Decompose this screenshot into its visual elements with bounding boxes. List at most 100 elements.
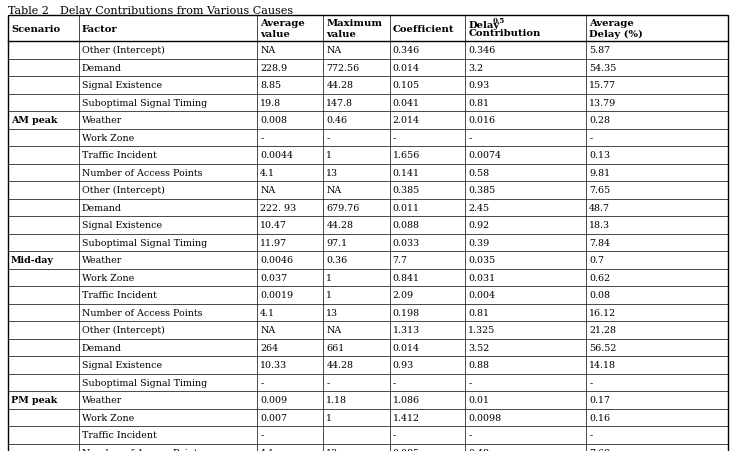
Text: 0.041: 0.041 xyxy=(392,98,420,107)
Text: 1: 1 xyxy=(326,273,333,282)
Text: Other (Intercept): Other (Intercept) xyxy=(82,186,164,195)
Text: 0.7: 0.7 xyxy=(589,256,604,265)
Text: NA: NA xyxy=(260,186,275,195)
Text: Work Zone: Work Zone xyxy=(82,273,134,282)
Text: 0.346: 0.346 xyxy=(468,46,495,55)
Text: 0.014: 0.014 xyxy=(392,343,420,352)
Text: 0.385: 0.385 xyxy=(392,186,420,195)
Text: 2.014: 2.014 xyxy=(392,116,420,125)
Text: -: - xyxy=(260,133,263,143)
Text: Traffic Incident: Traffic Incident xyxy=(82,430,156,439)
Text: Weather: Weather xyxy=(82,396,122,405)
Text: Traffic Incident: Traffic Incident xyxy=(82,290,156,299)
Text: 7.7: 7.7 xyxy=(392,256,408,265)
Text: 0.004: 0.004 xyxy=(468,290,495,299)
Text: Traffic Incident: Traffic Incident xyxy=(82,151,156,160)
Text: -: - xyxy=(260,430,263,439)
Text: 0.28: 0.28 xyxy=(589,116,610,125)
Text: -: - xyxy=(589,378,592,387)
Text: Number of Access Points: Number of Access Points xyxy=(82,448,202,451)
Text: Signal Existence: Signal Existence xyxy=(82,81,162,90)
Text: 3.2: 3.2 xyxy=(468,64,484,73)
Text: 13.79: 13.79 xyxy=(589,98,617,107)
Text: Maximum
value: Maximum value xyxy=(326,19,383,39)
Text: -: - xyxy=(468,430,472,439)
Text: 13: 13 xyxy=(326,308,339,317)
Text: Suboptimal Signal Timing: Suboptimal Signal Timing xyxy=(82,98,207,107)
Text: 1.325: 1.325 xyxy=(468,326,495,335)
Text: 0.0019: 0.0019 xyxy=(260,290,293,299)
Text: Weather: Weather xyxy=(82,256,122,265)
Text: 2.09: 2.09 xyxy=(392,290,414,299)
Text: -: - xyxy=(589,430,592,439)
Text: Coefficient: Coefficient xyxy=(392,24,454,33)
Text: 0.031: 0.031 xyxy=(468,273,495,282)
Text: 13: 13 xyxy=(326,448,339,451)
Text: 19.8: 19.8 xyxy=(260,98,281,107)
Text: Delay: Delay xyxy=(468,20,499,29)
Text: 7.84: 7.84 xyxy=(589,238,610,247)
Text: Work Zone: Work Zone xyxy=(82,133,134,143)
Text: 0.346: 0.346 xyxy=(392,46,420,55)
Text: 4.1: 4.1 xyxy=(260,308,275,317)
Text: 48.7: 48.7 xyxy=(589,203,610,212)
Text: AM peak: AM peak xyxy=(11,116,57,125)
Text: 0.5: 0.5 xyxy=(492,17,504,25)
Text: 16.12: 16.12 xyxy=(589,308,616,317)
Text: Demand: Demand xyxy=(82,64,121,73)
Text: 7.69: 7.69 xyxy=(589,448,610,451)
Text: 18.3: 18.3 xyxy=(589,221,610,230)
Text: -: - xyxy=(589,133,592,143)
Text: 0.008: 0.008 xyxy=(260,116,287,125)
Text: Signal Existence: Signal Existence xyxy=(82,221,162,230)
Text: 1.18: 1.18 xyxy=(326,396,347,405)
Text: 4.1: 4.1 xyxy=(260,168,275,177)
Text: 0.92: 0.92 xyxy=(468,221,489,230)
Text: 44.28: 44.28 xyxy=(326,81,353,90)
Text: 0.48: 0.48 xyxy=(468,448,489,451)
Text: 0.13: 0.13 xyxy=(589,151,610,160)
Text: 0.014: 0.014 xyxy=(392,64,420,73)
Text: 7.65: 7.65 xyxy=(589,186,610,195)
Text: NA: NA xyxy=(260,46,275,55)
Text: 0.93: 0.93 xyxy=(468,81,489,90)
Text: Mid-day: Mid-day xyxy=(11,256,54,265)
Text: 56.52: 56.52 xyxy=(589,343,617,352)
Text: 1.656: 1.656 xyxy=(392,151,420,160)
Text: PM peak: PM peak xyxy=(11,396,57,405)
Text: 0.0098: 0.0098 xyxy=(468,413,501,422)
Text: 97.1: 97.1 xyxy=(326,238,347,247)
Text: 0.0044: 0.0044 xyxy=(260,151,293,160)
Text: 0.198: 0.198 xyxy=(392,308,420,317)
Text: Scenario: Scenario xyxy=(11,24,60,33)
Text: 0.105: 0.105 xyxy=(392,81,420,90)
Text: 10.47: 10.47 xyxy=(260,221,287,230)
Text: Average
Delay (%): Average Delay (%) xyxy=(589,19,643,39)
Text: -: - xyxy=(392,430,396,439)
Text: Demand: Demand xyxy=(82,343,121,352)
Text: 0.88: 0.88 xyxy=(468,360,489,369)
Text: Table 2 Delay Contributions from Various Causes: Table 2 Delay Contributions from Various… xyxy=(8,6,293,16)
Text: 0.62: 0.62 xyxy=(589,273,610,282)
Text: 0.01: 0.01 xyxy=(468,396,489,405)
Text: 661: 661 xyxy=(326,343,344,352)
Text: 1: 1 xyxy=(326,151,333,160)
Text: 3.52: 3.52 xyxy=(468,343,489,352)
Text: 8.85: 8.85 xyxy=(260,81,281,90)
Text: 0.58: 0.58 xyxy=(468,168,489,177)
Text: 0.93: 0.93 xyxy=(392,360,414,369)
Text: 0.08: 0.08 xyxy=(589,290,610,299)
Text: 44.28: 44.28 xyxy=(326,221,353,230)
Text: Contribution: Contribution xyxy=(468,29,540,38)
Text: Factor: Factor xyxy=(82,24,117,33)
Text: -: - xyxy=(260,378,263,387)
Text: 44.28: 44.28 xyxy=(326,360,353,369)
Text: Other (Intercept): Other (Intercept) xyxy=(82,46,164,55)
Text: 5.87: 5.87 xyxy=(589,46,610,55)
Text: Number of Access Points: Number of Access Points xyxy=(82,168,202,177)
Text: 0.385: 0.385 xyxy=(468,186,495,195)
Text: 0.037: 0.037 xyxy=(260,273,287,282)
Text: 0.088: 0.088 xyxy=(392,221,420,230)
Text: 0.016: 0.016 xyxy=(468,116,495,125)
Text: 0.36: 0.36 xyxy=(326,256,347,265)
